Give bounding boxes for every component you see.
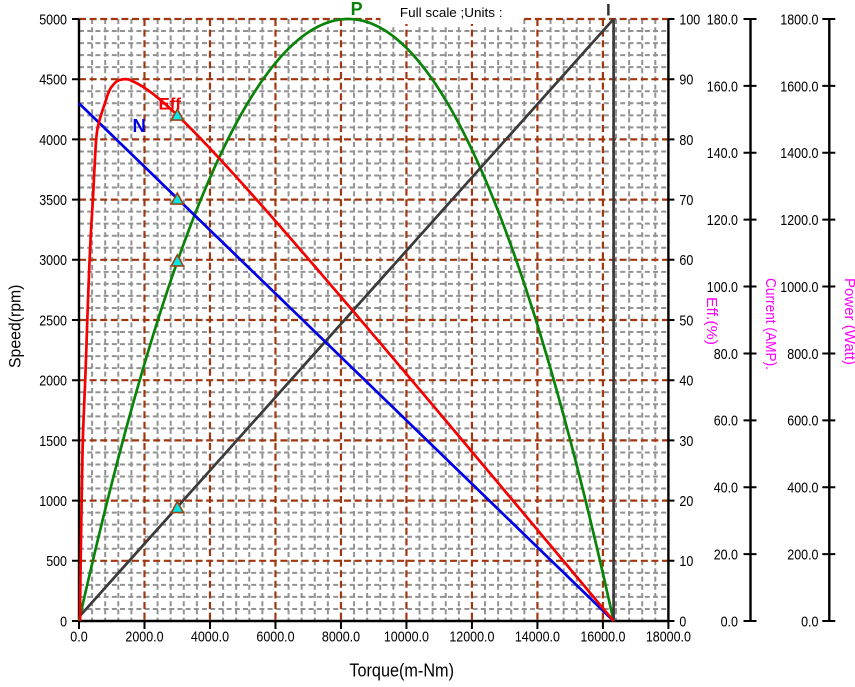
svg-text:10000.0: 10000.0 — [384, 628, 429, 645]
svg-text:1600.0: 1600.0 — [780, 78, 818, 95]
svg-text:Power (Watt): Power (Watt) — [841, 278, 855, 365]
svg-text:4000.0: 4000.0 — [191, 628, 229, 645]
svg-text:50: 50 — [679, 312, 693, 329]
svg-text:Eff.(%): Eff.(%) — [703, 297, 720, 345]
svg-text:180.0: 180.0 — [707, 11, 738, 28]
svg-text:2000.0: 2000.0 — [125, 628, 163, 645]
svg-text:4500: 4500 — [39, 72, 67, 89]
svg-text:Current (AMP).: Current (AMP). — [762, 278, 779, 370]
svg-text:0.0: 0.0 — [721, 613, 738, 630]
svg-text:1200.0: 1200.0 — [780, 212, 818, 229]
svg-text:8000.0: 8000.0 — [322, 628, 360, 645]
svg-text:18000.0: 18000.0 — [646, 628, 691, 645]
svg-text:20: 20 — [679, 493, 693, 510]
svg-text:40: 40 — [679, 373, 693, 390]
svg-text:1500: 1500 — [39, 433, 67, 450]
svg-text:120.0: 120.0 — [707, 212, 738, 229]
svg-text:1400.0: 1400.0 — [780, 145, 818, 162]
svg-text:P: P — [351, 0, 363, 19]
svg-text:12000.0: 12000.0 — [449, 628, 494, 645]
svg-text:1000: 1000 — [39, 493, 67, 510]
svg-text:1800.0: 1800.0 — [780, 11, 818, 28]
svg-text:0: 0 — [60, 613, 67, 630]
svg-text:2500: 2500 — [39, 312, 67, 329]
svg-text:80.0: 80.0 — [714, 346, 738, 363]
svg-text:0: 0 — [679, 613, 686, 630]
svg-text:Full scale ;Units :: Full scale ;Units : — [400, 6, 503, 20]
svg-text:2000: 2000 — [39, 373, 67, 390]
svg-text:90: 90 — [679, 72, 693, 89]
svg-text:I: I — [606, 1, 611, 20]
svg-text:1000.0: 1000.0 — [780, 279, 818, 296]
svg-text:100: 100 — [679, 11, 700, 28]
svg-text:500: 500 — [46, 553, 67, 570]
svg-text:3500: 3500 — [39, 192, 67, 209]
svg-text:4000: 4000 — [39, 132, 67, 149]
svg-text:800.0: 800.0 — [787, 346, 818, 363]
svg-text:N: N — [133, 115, 146, 136]
svg-text:10: 10 — [679, 553, 693, 570]
svg-text:5000: 5000 — [39, 11, 67, 28]
svg-text:400.0: 400.0 — [787, 480, 818, 497]
svg-text:200.0: 200.0 — [787, 547, 818, 564]
svg-text:0.0: 0.0 — [801, 613, 818, 630]
svg-text:600.0: 600.0 — [787, 413, 818, 430]
svg-text:3000: 3000 — [39, 252, 67, 269]
svg-text:Torque(m-Nm): Torque(m-Nm) — [349, 660, 454, 680]
svg-text:30: 30 — [679, 433, 693, 450]
svg-text:100.0: 100.0 — [707, 279, 738, 296]
svg-text:70: 70 — [679, 192, 693, 209]
svg-text:160.0: 160.0 — [707, 78, 738, 95]
svg-text:20.0: 20.0 — [714, 547, 738, 564]
svg-text:80: 80 — [679, 132, 693, 149]
svg-text:Speed(rpm): Speed(rpm) — [5, 285, 24, 368]
svg-text:140.0: 140.0 — [707, 145, 738, 162]
svg-text:14000.0: 14000.0 — [515, 628, 560, 645]
svg-text:0.0: 0.0 — [70, 628, 87, 645]
svg-text:60.0: 60.0 — [714, 413, 738, 430]
svg-text:Eff: Eff — [159, 95, 182, 113]
svg-text:60: 60 — [679, 252, 693, 269]
svg-text:16000.0: 16000.0 — [580, 628, 625, 645]
svg-text:40.0: 40.0 — [714, 480, 738, 497]
svg-text:6000.0: 6000.0 — [256, 628, 294, 645]
